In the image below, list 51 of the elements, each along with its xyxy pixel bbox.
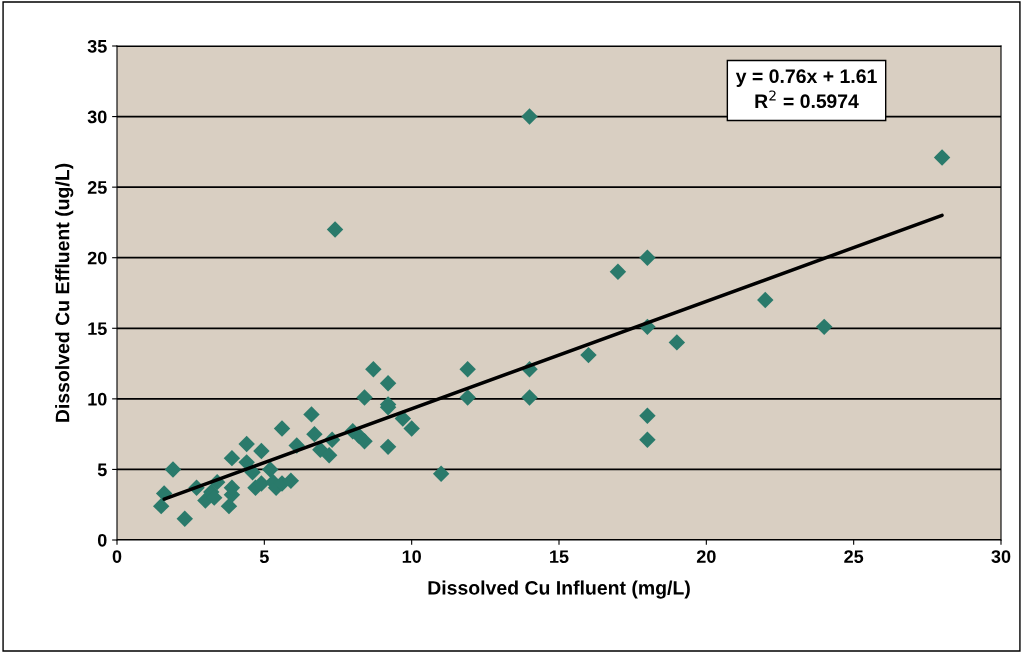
point: [403, 420, 420, 437]
point: [326, 221, 344, 238]
point: [223, 449, 241, 467]
point: [580, 346, 597, 364]
point: [933, 149, 951, 166]
point: [459, 389, 476, 406]
point: [668, 334, 686, 351]
y-tick-label: 30: [87, 110, 107, 124]
x-tick-label: 0: [112, 550, 122, 563]
point: [639, 249, 656, 266]
x-tick-label: 5: [259, 550, 269, 563]
x-axis-title: Dissolved Cu Influent (mg/L): [428, 580, 690, 599]
point: [253, 442, 270, 460]
point: [365, 361, 382, 378]
x-tick-label: 25: [844, 550, 864, 563]
point: [757, 291, 774, 309]
point: [639, 407, 656, 425]
x-tick-label: 10: [402, 550, 421, 563]
point: [220, 497, 238, 515]
point: [356, 432, 373, 450]
y-tick-label: 20: [87, 251, 107, 265]
point: [262, 461, 279, 478]
x-tick-label: 15: [550, 550, 569, 563]
point: [164, 461, 182, 478]
y-tick-label: 15: [88, 322, 107, 336]
point: [306, 425, 323, 443]
point: [521, 389, 538, 406]
point: [639, 431, 656, 449]
point: [459, 361, 476, 378]
point: [320, 447, 338, 464]
point: [356, 389, 373, 406]
y-tick-label: 5: [97, 463, 107, 477]
point: [521, 108, 538, 125]
y-axis-title: Dissolved Cu Effluent (ug/L): [55, 163, 74, 422]
point: [815, 318, 833, 336]
y-tick-label: 0: [97, 533, 107, 547]
point: [303, 406, 320, 423]
annotation: y = 0.76x + 1.61 R$^{2}$ = 0.5974: [735, 69, 877, 109]
point: [238, 435, 255, 453]
y-tick-label: 10: [88, 392, 107, 406]
x-tick-label: 30: [991, 550, 1011, 564]
x-tick-label: 20: [696, 550, 716, 563]
point: [273, 420, 291, 437]
point: [152, 497, 170, 515]
y-tick-label: 25: [87, 181, 107, 194]
point: [379, 438, 397, 456]
point: [432, 465, 450, 482]
y-tick-label: 35: [87, 39, 107, 53]
point: [379, 375, 397, 392]
point: [609, 263, 627, 281]
point: [176, 510, 193, 528]
